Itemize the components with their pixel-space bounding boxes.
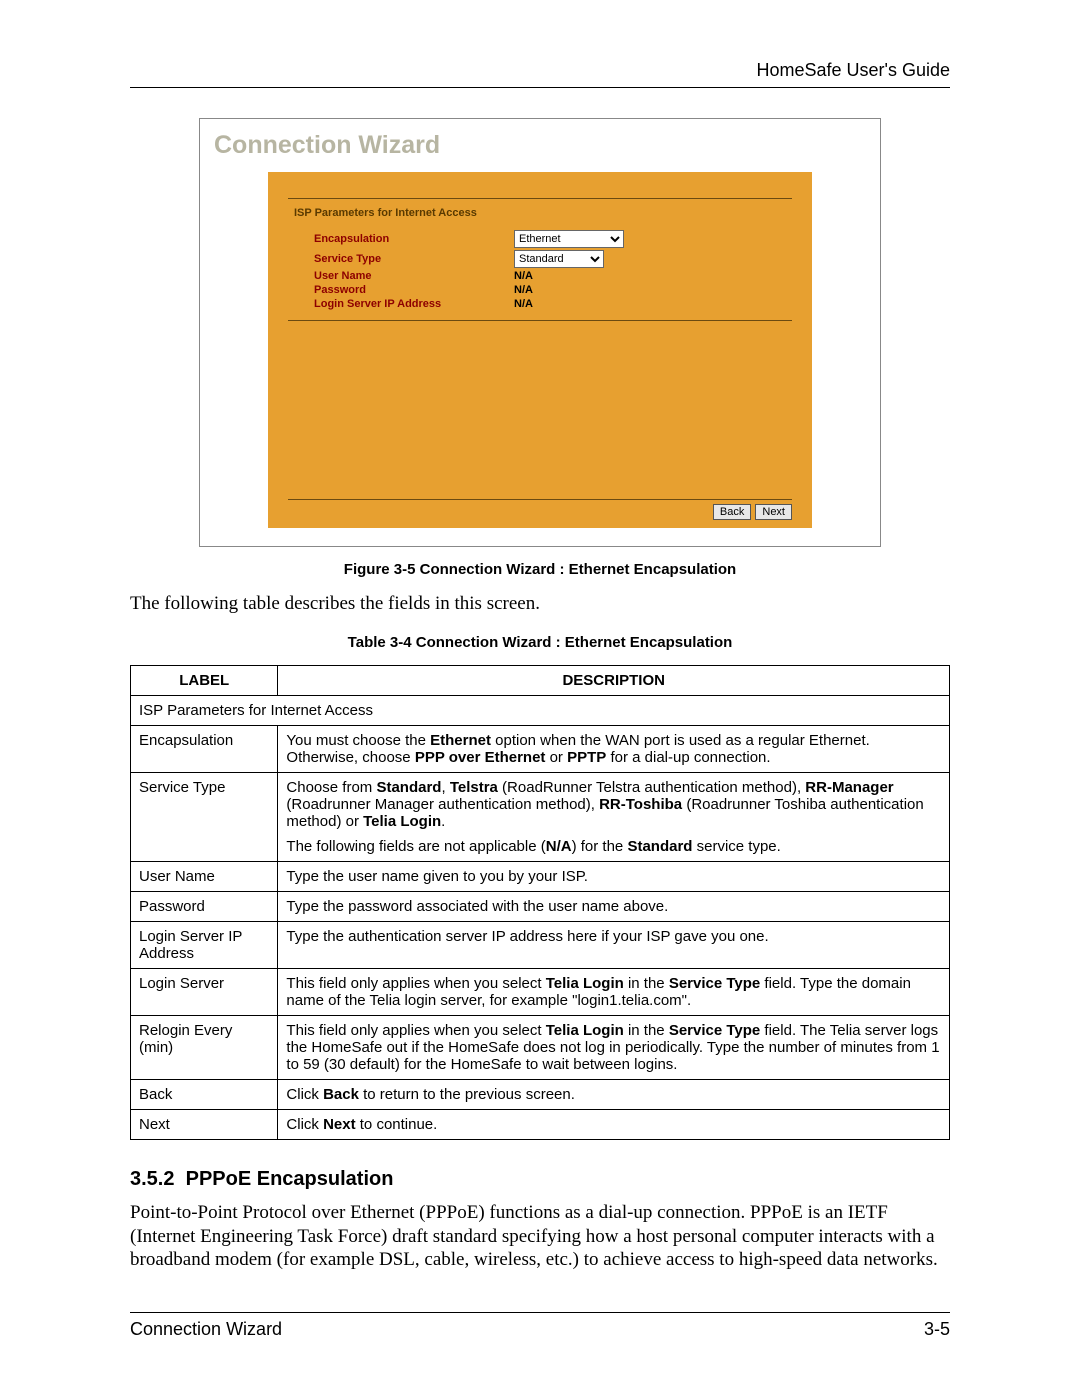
param-value: N/A (514, 284, 533, 296)
wizard-section-title: ISP Parameters for Internet Access (288, 199, 792, 229)
table-row: NextClick Next to continue. (131, 1109, 950, 1139)
wizard-title: Connection Wizard (200, 129, 880, 172)
param-row-encapsulation: Encapsulation Ethernet (288, 229, 792, 249)
table-span-row: ISP Parameters for Internet Access (131, 695, 950, 725)
table-cell-description: Choose from Standard, Telstra (RoadRunne… (278, 772, 950, 861)
param-label: Encapsulation (314, 233, 514, 245)
param-row-password: Password N/A (288, 283, 792, 297)
table-row: Service TypeChoose from Standard, Telstr… (131, 772, 950, 861)
service-type-select[interactable]: Standard (514, 250, 604, 268)
wizard-params-block: ISP Parameters for Internet Access Encap… (288, 198, 792, 321)
table-cell-description: Type the authentication server IP addres… (278, 921, 950, 968)
header-rule (130, 87, 950, 88)
table-row: User NameType the user name given to you… (131, 861, 950, 891)
table-row: Relogin Every (min)This field only appli… (131, 1015, 950, 1079)
table-header-label: LABEL (131, 665, 278, 695)
table-caption: Table 3-4 Connection Wizard : Ethernet E… (130, 634, 950, 651)
table-header-row: LABEL DESCRIPTION (131, 665, 950, 695)
table-header-description: DESCRIPTION (278, 665, 950, 695)
table-cell-label: User Name (131, 861, 278, 891)
footer-right: 3-5 (924, 1319, 950, 1340)
table-cell-description: This field only applies when you select … (278, 968, 950, 1015)
table-cell-label: Next (131, 1109, 278, 1139)
table-row: Login Server IP AddressType the authenti… (131, 921, 950, 968)
param-label: Service Type (314, 253, 514, 265)
table-cell-label: Password (131, 891, 278, 921)
param-label: User Name (314, 270, 514, 282)
page-header-title: HomeSafe User's Guide (130, 60, 950, 81)
table-cell-label: Relogin Every (min) (131, 1015, 278, 1079)
table-row: BackClick Back to return to the previous… (131, 1079, 950, 1109)
table-cell-label: Encapsulation (131, 725, 278, 772)
table-row: EncapsulationYou must choose the Etherne… (131, 725, 950, 772)
param-row-service-type: Service Type Standard (288, 249, 792, 269)
intro-paragraph: The following table describes the fields… (130, 592, 950, 616)
back-button[interactable]: Back (713, 504, 751, 520)
footer-row: Connection Wizard 3-5 (130, 1319, 950, 1340)
param-row-login-server-ip: Login Server IP Address N/A (288, 297, 792, 320)
table-cell-description: Type the user name given to you by your … (278, 861, 950, 891)
figure-caption: Figure 3-5 Connection Wizard : Ethernet … (130, 561, 950, 578)
table-cell-label: Service Type (131, 772, 278, 861)
param-label: Login Server IP Address (314, 298, 514, 310)
section-paragraph: Point-to-Point Protocol over Ethernet (P… (130, 1201, 950, 1272)
wizard-button-row: Back Next (288, 499, 792, 520)
param-label: Password (314, 284, 514, 296)
section-number: 3.5.2 (130, 1168, 174, 1190)
wizard-orange-panel: ISP Parameters for Internet Access Encap… (268, 172, 812, 528)
section-heading: 3.5.2 PPPoE Encapsulation (130, 1168, 950, 1191)
table-row: PasswordType the password associated wit… (131, 891, 950, 921)
table-cell-description: This field only applies when you select … (278, 1015, 950, 1079)
encapsulation-select[interactable]: Ethernet (514, 230, 624, 248)
param-row-user-name: User Name N/A (288, 269, 792, 283)
section-title: PPPoE Encapsulation (186, 1168, 394, 1190)
table-cell-description: Type the password associated with the us… (278, 891, 950, 921)
next-button[interactable]: Next (755, 504, 792, 520)
table-cell-description: Click Back to return to the previous scr… (278, 1079, 950, 1109)
table-span-cell: ISP Parameters for Internet Access (131, 695, 950, 725)
table-row: Login ServerThis field only applies when… (131, 968, 950, 1015)
footer-rule (130, 1312, 950, 1313)
table-cell-description: Click Next to continue. (278, 1109, 950, 1139)
wizard-screenshot: Connection Wizard ISP Parameters for Int… (199, 118, 881, 547)
footer-left: Connection Wizard (130, 1319, 282, 1340)
table-cell-label: Login Server IP Address (131, 921, 278, 968)
table-cell-description: You must choose the Ethernet option when… (278, 725, 950, 772)
param-value: N/A (514, 298, 533, 310)
description-table: LABEL DESCRIPTION ISP Parameters for Int… (130, 665, 950, 1140)
table-cell-label: Back (131, 1079, 278, 1109)
table-cell-label: Login Server (131, 968, 278, 1015)
param-value: N/A (514, 270, 533, 282)
